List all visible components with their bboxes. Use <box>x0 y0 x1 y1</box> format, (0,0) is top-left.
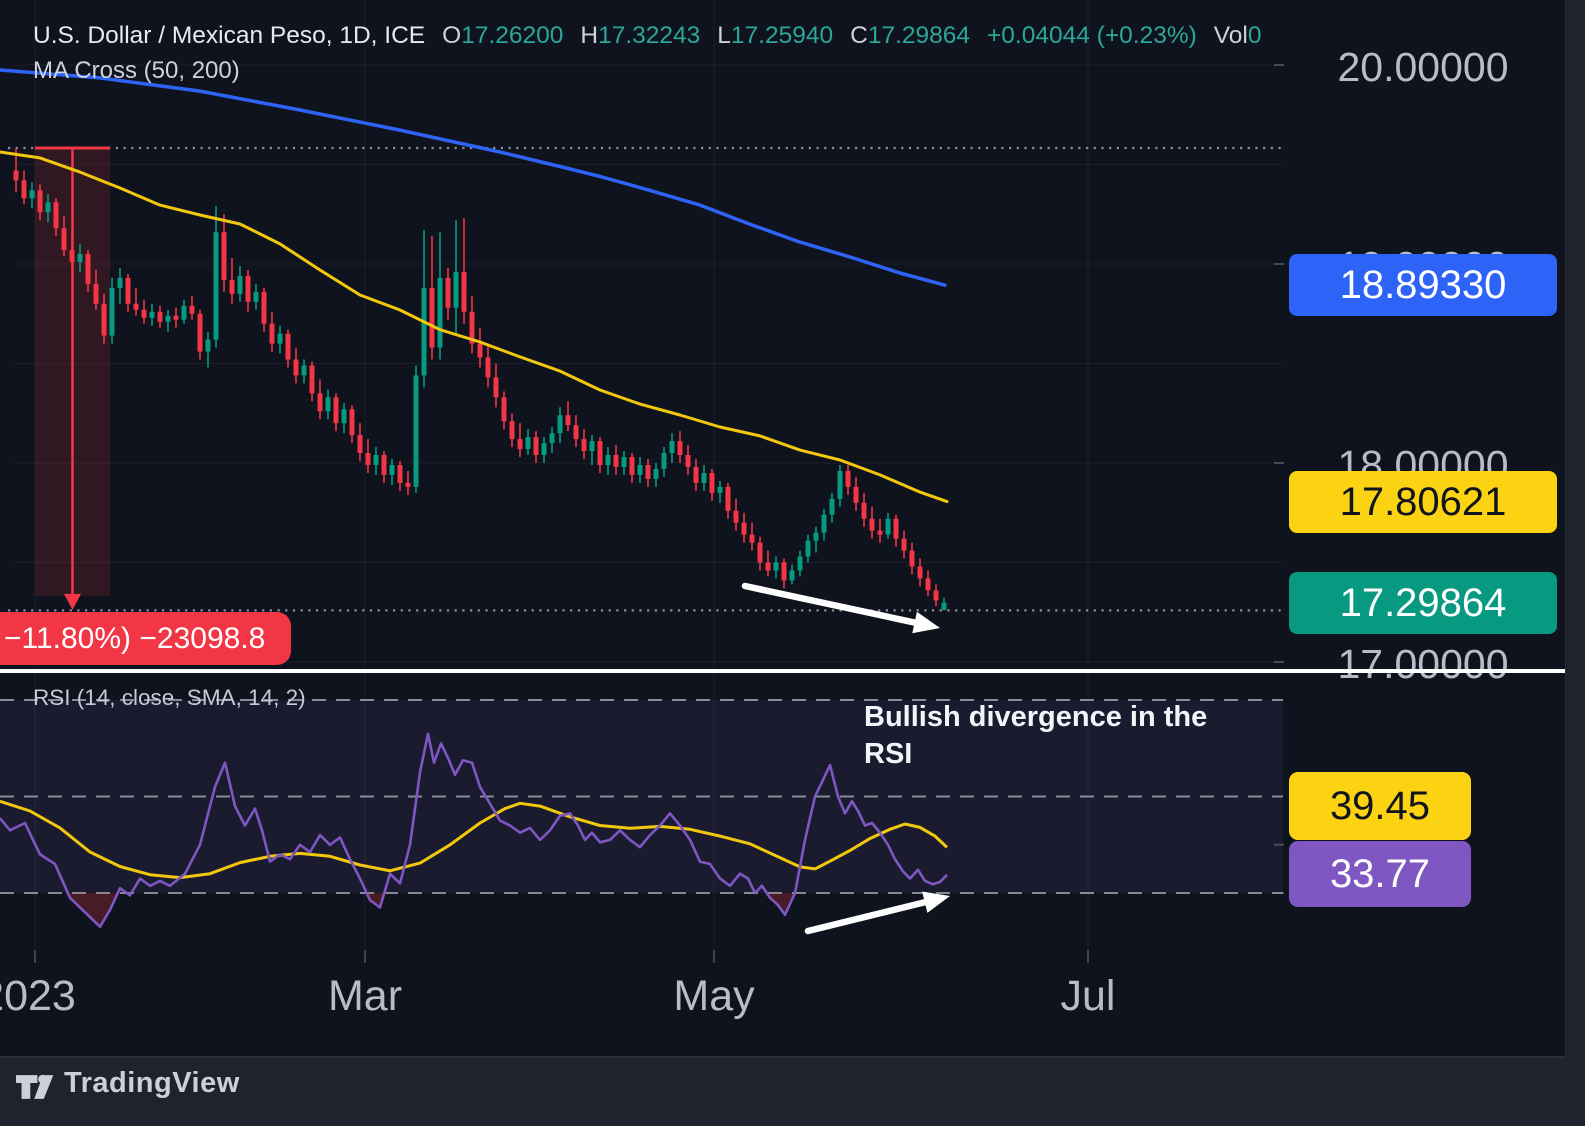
ohlc-close: C17.29864 <box>850 22 970 49</box>
chart-legend: U.S. Dollar / Mexican Peso, 1D, ICE O17.… <box>33 22 1261 50</box>
rsi-ma-value-tag: 39.45 <box>1289 772 1471 840</box>
ma50-price-tag: 17.80621 <box>1289 471 1557 533</box>
measure-tool-label: −11.80%) −23098.8 <box>0 612 292 665</box>
indicator-label-rsi[interactable]: RSI (14, close, SMA, 14, 2) <box>33 685 306 710</box>
ohlc-low: L17.25940 <box>717 22 834 49</box>
ohlc-open: O17.26200 <box>442 22 564 49</box>
annotation-text: Bullish divergence in the RSI <box>864 699 1207 773</box>
tradingview-brand-text[interactable]: TradingView <box>64 1067 240 1099</box>
ohlc-high: H17.32243 <box>580 22 701 49</box>
volume: Vol0 <box>1213 22 1262 49</box>
last-price-tag: 17.29864 <box>1289 572 1557 634</box>
chart-canvas[interactable]: U.S. Dollar / Mexican Peso, 1D, ICE O17.… <box>0 0 1566 1058</box>
pane-separator[interactable] <box>0 669 1565 673</box>
price-axis-label[interactable]: 20.00000 <box>1337 44 1509 90</box>
time-axis-label-mar[interactable]: Mar <box>327 972 403 1020</box>
time-axis-label-may[interactable]: May <box>673 972 755 1020</box>
time-axis-label-2023[interactable]: 2023 <box>0 972 76 1020</box>
symbol-title[interactable]: U.S. Dollar / Mexican Peso, 1D, ICE <box>33 22 426 49</box>
rsi-value-tag: 33.77 <box>1289 841 1471 907</box>
change-value: +0.04044 (+0.23%) <box>987 22 1197 49</box>
annotation-line2: RSI <box>864 738 913 771</box>
annotation-line1: Bullish divergence in the <box>864 701 1208 733</box>
tradingview-logo-icon[interactable] <box>16 1070 62 1104</box>
ma200-price-tag: 18.89330 <box>1289 254 1557 316</box>
footer: TradingView <box>0 1058 1585 1126</box>
time-axis-label-jul[interactable]: Jul <box>1060 972 1116 1020</box>
chart-plot-svg[interactable] <box>0 0 1565 1056</box>
price-axis-label[interactable]: 17.00000 <box>1337 641 1509 687</box>
indicator-label-ma-cross[interactable]: MA Cross (50, 200) <box>33 57 240 84</box>
